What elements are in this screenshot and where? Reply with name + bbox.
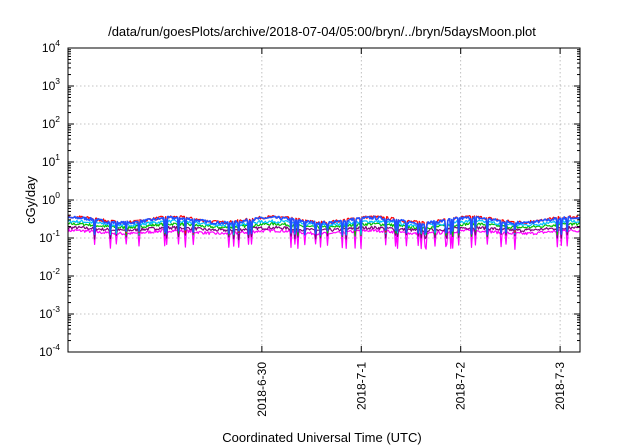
x-axis: 2018-6-30 2018-7-1 2018-7-2 2018-7-3 [255,48,567,417]
y-tick-label: 10-4 [39,342,60,359]
series-line [67,228,581,250]
y-tick-label: 100 [42,190,60,207]
y-axis-label: cGy/day [23,176,38,224]
y-tick-label: 10-3 [39,304,60,321]
series-line [67,225,581,241]
y-tick-label: 10-1 [39,228,60,245]
grid [68,48,580,352]
series-line [67,219,581,236]
series-line [67,215,581,236]
x-tick-label: 2018-7-2 [454,362,468,410]
x-axis-label: Coordinated Universal Time (UTC) [222,430,421,445]
chart-title: /data/run/goesPlots/archive/2018-07-04/0… [108,24,536,39]
y-tick-label: 10-2 [39,266,60,283]
x-tick-label: 2018-7-3 [553,362,567,410]
x-tick-label: 2018-6-30 [255,362,269,417]
y-tick-label: 102 [42,114,60,131]
y-tick-label: 104 [42,38,60,55]
x-tick-label: 2018-7-1 [354,362,368,410]
y-tick-label: 101 [42,152,60,169]
y-axis: 104 103 102 101 100 10-1 10-2 10-3 10-4 [39,38,580,359]
y-tick-label: 103 [42,76,60,93]
series-group [67,215,581,250]
